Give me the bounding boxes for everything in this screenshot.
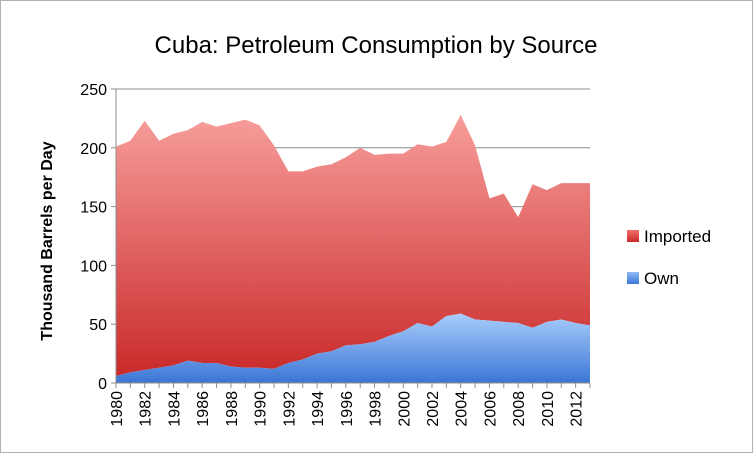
y-tick-label: 100 (80, 258, 107, 275)
x-tick-label: 1992 (281, 391, 298, 427)
x-tick-label: 2006 (482, 391, 499, 427)
x-tick-label: 1980 (109, 391, 126, 427)
y-tick-label: 250 (80, 82, 107, 99)
x-tick-label: 1984 (166, 391, 183, 427)
legend-imported-label: Imported (644, 227, 711, 246)
x-tick-label: 1998 (368, 391, 385, 427)
x-tick-label: 1996 (339, 391, 356, 427)
y-tick-label: 150 (80, 200, 107, 217)
x-tick-label: 1994 (310, 391, 327, 427)
y-tick-label: 50 (89, 317, 107, 334)
plot-area: 0 50 100 150 200 250 1980 1982 1984 1986 1988 1990 1… (80, 82, 591, 427)
x-tick-label: 1988 (224, 391, 241, 427)
series-area-imported (116, 114, 590, 376)
x-tick-label: 2002 (425, 391, 442, 427)
x-tick-label: 2004 (454, 391, 471, 427)
x-tick-label: 1982 (138, 391, 155, 427)
legend-own-swatch (627, 272, 639, 284)
y-tick-label: 200 (80, 141, 107, 158)
series-area-own (116, 313, 590, 383)
x-tick-label: 1986 (195, 391, 212, 427)
legend-own-label: Own (644, 269, 679, 288)
x-tick-label: 2008 (511, 391, 528, 427)
x-tick-label: 2010 (540, 391, 557, 427)
legend: Imported Own (627, 227, 711, 288)
legend-imported-swatch (627, 230, 639, 242)
chart-title: Cuba: Petroleum Consumption by Source (155, 32, 598, 59)
y-axis-label: Thousand Barrels per Day (39, 141, 56, 340)
x-tick-label: 2012 (569, 391, 586, 427)
x-tick-label: 2000 (396, 391, 413, 427)
x-tick-label: 1990 (253, 391, 270, 427)
y-tick-label: 0 (98, 376, 107, 393)
